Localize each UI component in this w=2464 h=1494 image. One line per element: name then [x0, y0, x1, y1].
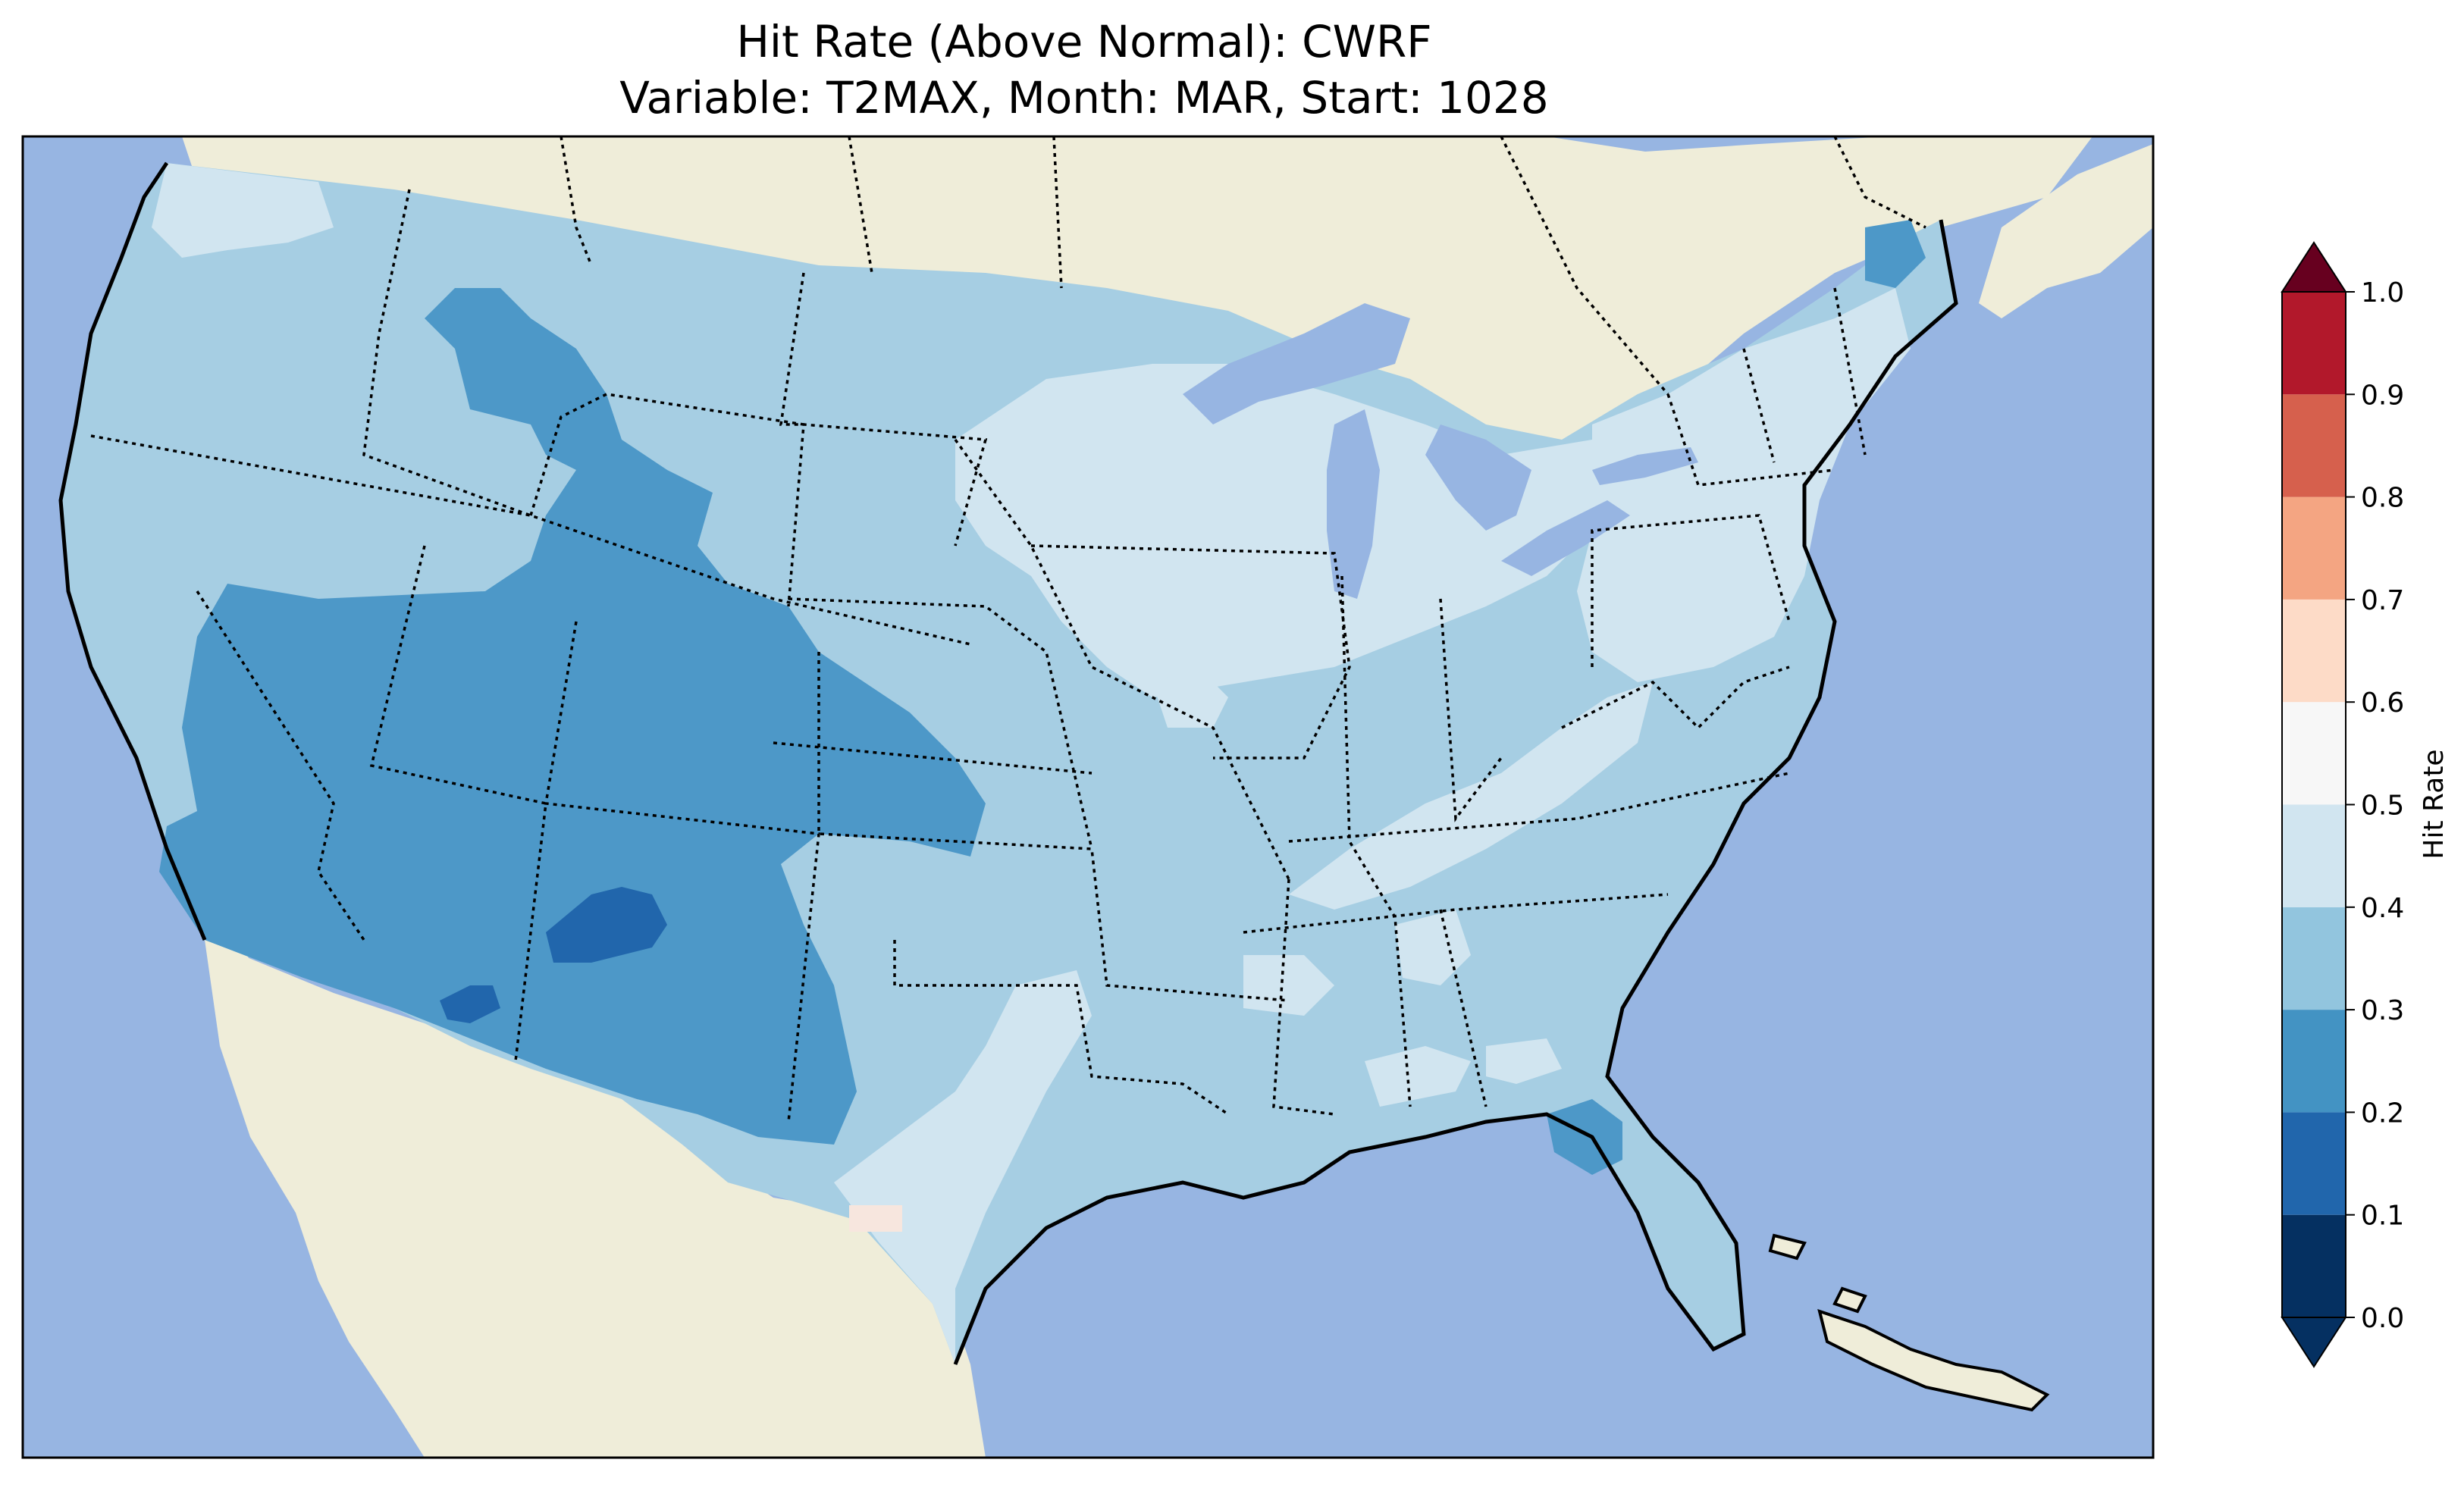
- mexico-land: [205, 940, 986, 1458]
- colorbar-bin-8: [2282, 394, 2346, 497]
- colorbar-label: Hit Rate: [2419, 749, 2450, 859]
- lake-ontario: [1592, 447, 1698, 485]
- colorbar-ticks: 0.0 0.1 0.2 0.3 0.4 0.5 0.6 0.7 0.8 0.9 1.0: [2346, 277, 2404, 1334]
- border-24: [893, 940, 1229, 1116]
- colorbar-extend-low: [2281, 1317, 2347, 1368]
- colorbar-tick-label: 0.9: [2361, 380, 2404, 411]
- border-22: [1742, 348, 1776, 463]
- field-arizona-0.1: [440, 985, 500, 1023]
- border-27: [1052, 136, 1063, 289]
- lake-erie: [1501, 500, 1630, 576]
- border-17: [1288, 772, 1790, 843]
- lake-huron: [1425, 424, 1531, 531]
- border-5: [196, 590, 365, 941]
- state-borders: [90, 136, 1926, 1123]
- colorbar-bin-2: [2282, 1010, 2346, 1113]
- border-20: [1561, 666, 1790, 730]
- border-15: [1439, 598, 1503, 822]
- border-14: [1340, 575, 1412, 1107]
- title-line-1: Hit Rate (Above Normal): CWRF: [736, 16, 1432, 67]
- border-29: [1833, 136, 1926, 229]
- field-nevada-light: [288, 485, 364, 576]
- map-title: Hit Rate (Above Normal): CWRF Variable: …: [0, 14, 2168, 126]
- field-southeast-patch-4: [1486, 1038, 1562, 1084]
- colorbar-tick-label: 0.6: [2361, 687, 2404, 719]
- field-idaho-light: [364, 440, 531, 515]
- border-11: [954, 438, 1290, 880]
- border-3: [529, 393, 805, 607]
- colorbar-tick-label: 0.1: [2361, 1201, 2404, 1232]
- colorbar-extend-high: [2281, 241, 2347, 293]
- border-28: [1500, 136, 1669, 396]
- border-19: [1591, 514, 1791, 667]
- field-washington-light: [152, 163, 334, 258]
- map-border: [21, 135, 2155, 1459]
- colorbar-tick-label: 0.5: [2361, 791, 2404, 822]
- border-7: [544, 621, 820, 1123]
- great-lakes: [1183, 303, 1698, 599]
- field-west-0.2: [159, 288, 986, 1145]
- colorbar-bin-0: [2282, 1214, 2346, 1317]
- border-9: [788, 597, 1093, 850]
- field-southeast-patch-3: [1365, 1046, 1471, 1107]
- colorbar-bin-6: [2282, 599, 2346, 703]
- border-25: [560, 136, 593, 266]
- colorbar-bin-5: [2282, 702, 2346, 805]
- colorbar-tick-label: 0.8: [2361, 483, 2404, 514]
- colorbar-tick-label: 0.2: [2361, 1098, 2404, 1129]
- border-6: [369, 545, 547, 1062]
- colorbar-bin-1: [2282, 1112, 2346, 1215]
- lake-superior: [1183, 303, 1410, 424]
- border-8: [817, 652, 1290, 1002]
- colorbar-tick-label: 0.3: [2361, 995, 2404, 1026]
- colorbar-tick-label: 1.0: [2361, 277, 2404, 309]
- field-texas-0.4: [834, 970, 1092, 1364]
- border-10: [773, 741, 1092, 775]
- field-northeast-0.4: [1577, 288, 1911, 682]
- colorbar-bin-4: [2282, 804, 2346, 907]
- baja-peninsula: [205, 940, 432, 1440]
- field-maine-0.2: [1865, 220, 1926, 288]
- border-26: [848, 136, 873, 274]
- colorbar-bin-3: [2282, 907, 2346, 1010]
- colorbar-tick-label: 0.4: [2361, 893, 2404, 924]
- cuba-island: [1817, 1308, 2050, 1412]
- field-texas-0.5: [849, 1205, 902, 1232]
- title-line-2: Variable: T2MAX, Month: MAR, Start: 1028: [619, 72, 1549, 124]
- colorbar-bins: [2281, 291, 2346, 1318]
- field-ohio-0.4: [1289, 682, 1653, 910]
- border-18: [1439, 909, 1487, 1107]
- maritimes-land: [1979, 144, 2153, 318]
- field-newmexico-0.1: [546, 887, 667, 963]
- colorbar-tick-label: 0.7: [2361, 585, 2404, 616]
- colorbar-bin-7: [2282, 496, 2346, 600]
- border-23: [1833, 287, 1867, 456]
- border-4: [779, 272, 988, 547]
- colorbar-bin-9: [2282, 292, 2346, 395]
- us-coastline: [58, 161, 1958, 1365]
- field-missouri-patch: [1152, 667, 1228, 728]
- border-13: [1272, 879, 1335, 1116]
- field-southeast-patch-2: [1395, 910, 1471, 985]
- bahamas-island-2: [1832, 1286, 1867, 1314]
- border-12: [1030, 544, 1351, 760]
- field-southeast-patch-1: [1243, 955, 1334, 1016]
- colorbar-tick-label: 0.0: [2361, 1303, 2404, 1334]
- bahamas-island: [1768, 1233, 1807, 1261]
- lake-michigan: [1327, 409, 1380, 599]
